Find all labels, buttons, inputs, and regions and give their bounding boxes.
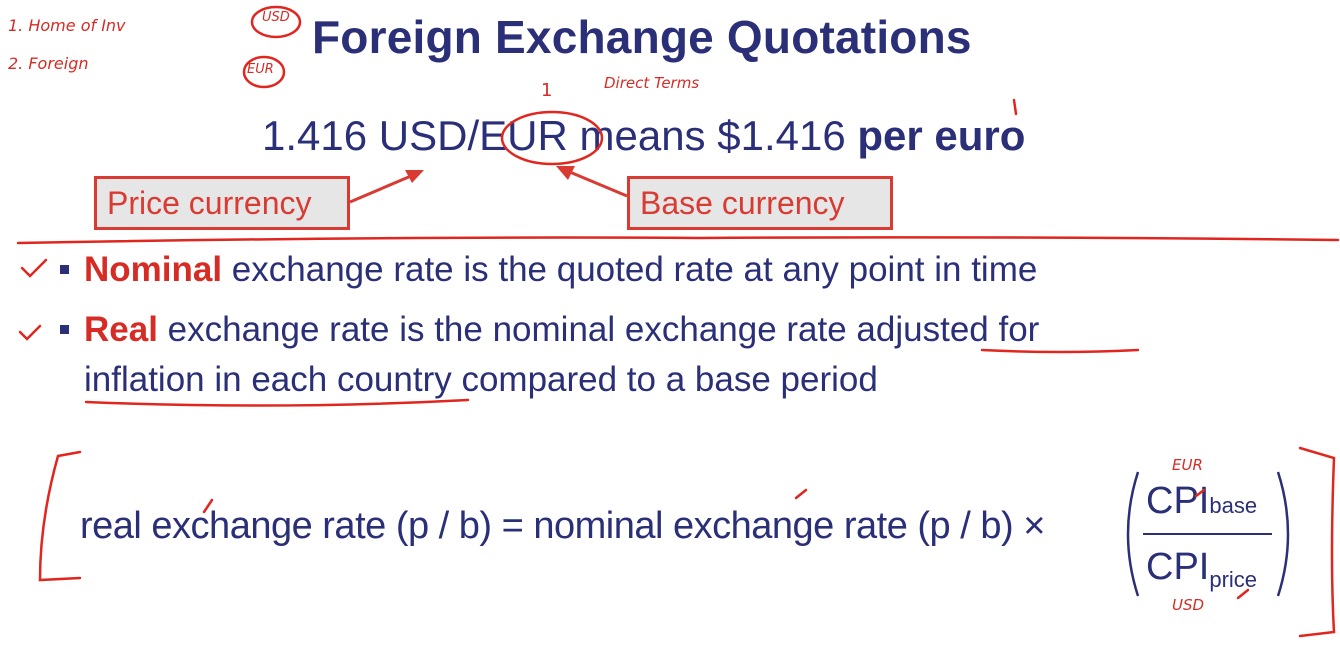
formula-denominator: CPIprice [1146, 546, 1258, 592]
circle-quote-eur [500, 110, 604, 166]
underline-inflation [84, 398, 470, 407]
tick-exchange-1 [202, 498, 214, 514]
base-arrowhead [556, 166, 575, 180]
tick-base [1194, 488, 1206, 498]
denominator-cpi: CPI [1146, 546, 1210, 588]
bullet-square-icon [60, 265, 69, 274]
numerator-sub: base [1209, 493, 1258, 518]
price-arrowhead [405, 170, 424, 183]
quote-value: 1.416 [262, 112, 368, 159]
tick-exchange-2 [794, 488, 808, 500]
handwritten-eur: EUR [247, 62, 274, 77]
quote-means: means $1.416 [579, 112, 846, 159]
bullet-text-nominal: exchange rate is the quoted rate at any … [222, 250, 1038, 289]
price-currency-label: Price currency [94, 176, 350, 230]
handwritten-usd-below: USD [1172, 596, 1205, 614]
left-paren [1126, 471, 1140, 597]
ink-divider [16, 236, 1340, 245]
bullet-term-real: Real [84, 310, 158, 349]
circle-usd [250, 5, 302, 39]
bracket-left [38, 450, 82, 582]
bullet-text-real: exchange rate is the nominal exchange ra… [157, 310, 1040, 349]
tick-euro [1012, 98, 1018, 116]
price-arrow [349, 171, 419, 204]
quote-line: 1.416 USD/EUR means $1.416 per euro [262, 112, 1025, 160]
handwritten-direct-terms: Direct Terms [604, 74, 700, 92]
bullet-nominal: Nominal exchange rate is the quoted rate… [84, 250, 1037, 290]
bullet-real-line2: inflation in each country compared to a … [84, 360, 878, 399]
circle-eur [242, 55, 286, 89]
underline-adjusted [980, 348, 1140, 354]
handwritten-one: 1 [541, 80, 553, 101]
handwritten-note-2: 2. Foreign [8, 54, 89, 73]
handwritten-eur-above: EUR [1172, 456, 1203, 474]
quote-base-currency: EUR [479, 112, 568, 159]
base-currency-label: Base currency [627, 176, 893, 230]
bullet-real: Real exchange rate is the nominal exchan… [84, 310, 1039, 350]
quote-per-euro: per euro [857, 112, 1026, 159]
quote-price-currency: USD/ [378, 112, 480, 159]
right-paren [1276, 471, 1290, 597]
slide-title: Foreign Exchange Quotations [312, 11, 972, 63]
bullet-square-icon [60, 325, 69, 334]
bracket-right [1298, 446, 1336, 638]
bullet-term-nominal: Nominal [84, 250, 223, 289]
check-mark-2 [18, 324, 42, 341]
handwritten-note-1: 1. Home of Inv [8, 16, 126, 35]
formula-lhs: real exchange rate (p / b) = nominal exc… [80, 505, 1045, 547]
denominator-sub: price [1209, 567, 1258, 592]
formula-numerator: CPIbase [1146, 480, 1257, 523]
tick-price [1236, 588, 1250, 600]
handwritten-usd: USD [262, 10, 290, 25]
base-arrow [564, 168, 628, 198]
numerator-cpi: CPI [1146, 480, 1210, 522]
check-mark-1 [20, 258, 48, 278]
